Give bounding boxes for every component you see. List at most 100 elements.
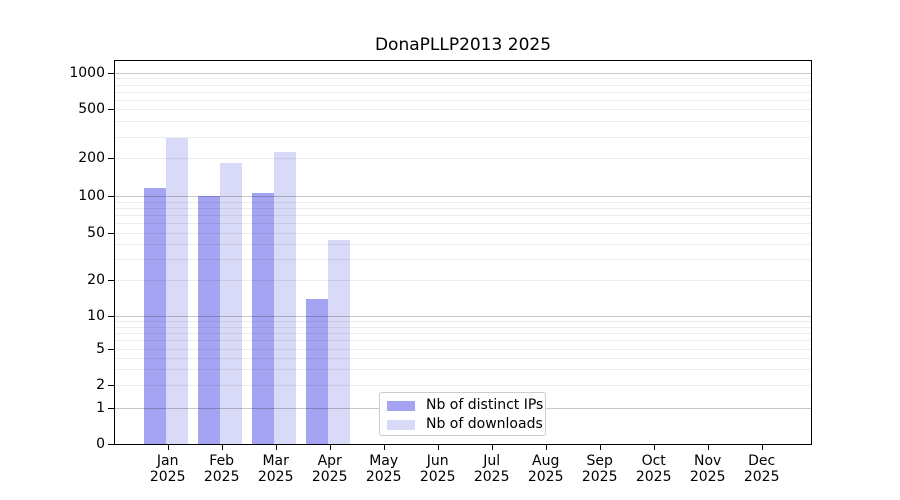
legend-label-distinct-ips: Nb of distinct IPs [426, 397, 544, 413]
x-tick-mark [222, 445, 223, 450]
chart-title: DonaPLLP2013 2025 [374, 35, 552, 55]
gridline-minor [115, 233, 811, 234]
x-tick-year: 2025 [311, 469, 348, 485]
x-tick-month: Jun [426, 453, 449, 469]
y-tick-label: 200 [78, 150, 105, 167]
bar-downloads [273, 151, 296, 444]
x-tick-year: 2025 [257, 469, 294, 485]
x-tick-mark [330, 445, 331, 450]
x-tick-mark [600, 445, 601, 450]
gridline-minor [115, 244, 811, 246]
x-tick-label-mar: Mar 2025 [244, 453, 308, 485]
x-tick-year: 2025 [689, 469, 726, 485]
x-tick-mark [168, 445, 169, 450]
x-tick-label-feb: Feb 2025 [190, 453, 254, 485]
gridline-minor [115, 280, 811, 281]
x-tick-mark [276, 445, 277, 450]
bar-distinct-ips [197, 195, 220, 444]
gridline-minor [115, 215, 811, 216]
legend-swatch-distinct-ips [387, 400, 415, 411]
x-tick-label-apr: Apr 2025 [298, 453, 362, 485]
x-tick-label-sep: Sep 2025 [568, 453, 632, 485]
y-tick-mark [108, 349, 114, 350]
bar-distinct-ips [251, 193, 274, 444]
x-tick-month: Nov [694, 453, 722, 469]
x-tick-month: Sep [586, 453, 613, 469]
gridline-minor [115, 369, 811, 371]
gridline-minor [115, 99, 811, 101]
x-tick-label-dec: Dec 2025 [730, 453, 794, 485]
y-tick-label: 0 [96, 436, 105, 453]
x-tick-year: 2025 [635, 469, 672, 485]
x-tick-label-jun: Jun 2025 [406, 453, 470, 485]
y-tick-mark [108, 280, 114, 281]
x-tick-year: 2025 [365, 469, 402, 485]
y-tick-mark [108, 109, 114, 110]
gridline-minor [115, 109, 811, 111]
y-tick-label: 20 [87, 272, 105, 288]
x-tick-month: Jul [483, 453, 501, 469]
y-tick-label: 10 [87, 308, 105, 324]
gridline-minor [115, 223, 811, 225]
y-tick-mark [108, 316, 114, 317]
gridline-major [115, 72, 811, 74]
x-tick-mark [708, 445, 709, 450]
legend-label-downloads: Nb of downloads [426, 416, 543, 432]
x-tick-mark [762, 445, 763, 450]
gridline-minor [115, 78, 811, 80]
x-tick-label-jan: Jan 2025 [136, 453, 200, 485]
legend-entry-downloads: Nb of downloads [380, 415, 545, 434]
x-tick-year: 2025 [473, 469, 510, 485]
y-tick-label: 2 [96, 377, 105, 393]
x-tick-label-nov: Nov 2025 [676, 453, 740, 485]
x-tick-year: 2025 [203, 469, 240, 485]
y-tick-label: 1 [96, 399, 105, 416]
x-tick-label-may: May 2025 [352, 453, 416, 485]
x-tick-month: May [369, 453, 399, 469]
gridline-minor [115, 349, 811, 350]
x-tick-year: 2025 [419, 469, 456, 485]
x-tick-month: Oct [641, 453, 666, 469]
x-tick-month: Jan [156, 453, 179, 469]
x-tick-year: 2025 [527, 469, 564, 485]
y-tick-label: 500 [78, 101, 105, 118]
bar-distinct-ips [305, 298, 328, 444]
gridline-minor [115, 357, 811, 359]
y-tick-mark [108, 408, 114, 409]
x-tick-mark [492, 445, 493, 450]
x-tick-mark [438, 445, 439, 450]
gridline-minor [115, 158, 811, 160]
x-tick-mark [384, 445, 385, 450]
gridline-minor [115, 333, 811, 334]
y-tick-label: 50 [87, 225, 105, 241]
legend-swatch-downloads [387, 419, 415, 430]
bar-downloads [165, 138, 188, 444]
gridline-minor [115, 84, 811, 86]
y-tick-label: 100 [78, 188, 105, 204]
gridline-minor [115, 136, 811, 138]
legend: Nb of distinct IPs Nb of downloads [379, 392, 546, 436]
x-tick-label-aug: Aug 2025 [514, 453, 578, 485]
y-tick-label: 1000 [69, 64, 105, 81]
bar-downloads [327, 239, 350, 444]
gridline-major [115, 196, 811, 197]
x-tick-month: Aug [532, 453, 560, 469]
gridline-minor [115, 201, 811, 203]
x-tick-mark [654, 445, 655, 450]
legend-entry-distinct-ips: Nb of distinct IPs [380, 396, 545, 415]
gridline-minor [115, 259, 811, 261]
x-tick-year: 2025 [743, 469, 780, 485]
x-tick-mark [546, 445, 547, 450]
y-tick-mark [108, 196, 114, 197]
x-tick-label-oct: Oct 2025 [622, 453, 686, 485]
gridline-minor [115, 121, 811, 123]
y-tick-mark [108, 385, 114, 386]
x-tick-label-jul: Jul 2025 [460, 453, 524, 485]
y-tick-mark [108, 158, 114, 159]
gridline-major [115, 316, 811, 317]
gridline-minor [115, 326, 811, 328]
bar-distinct-ips [143, 188, 166, 444]
gridline-minor [115, 340, 811, 342]
gridline-minor [115, 385, 811, 386]
